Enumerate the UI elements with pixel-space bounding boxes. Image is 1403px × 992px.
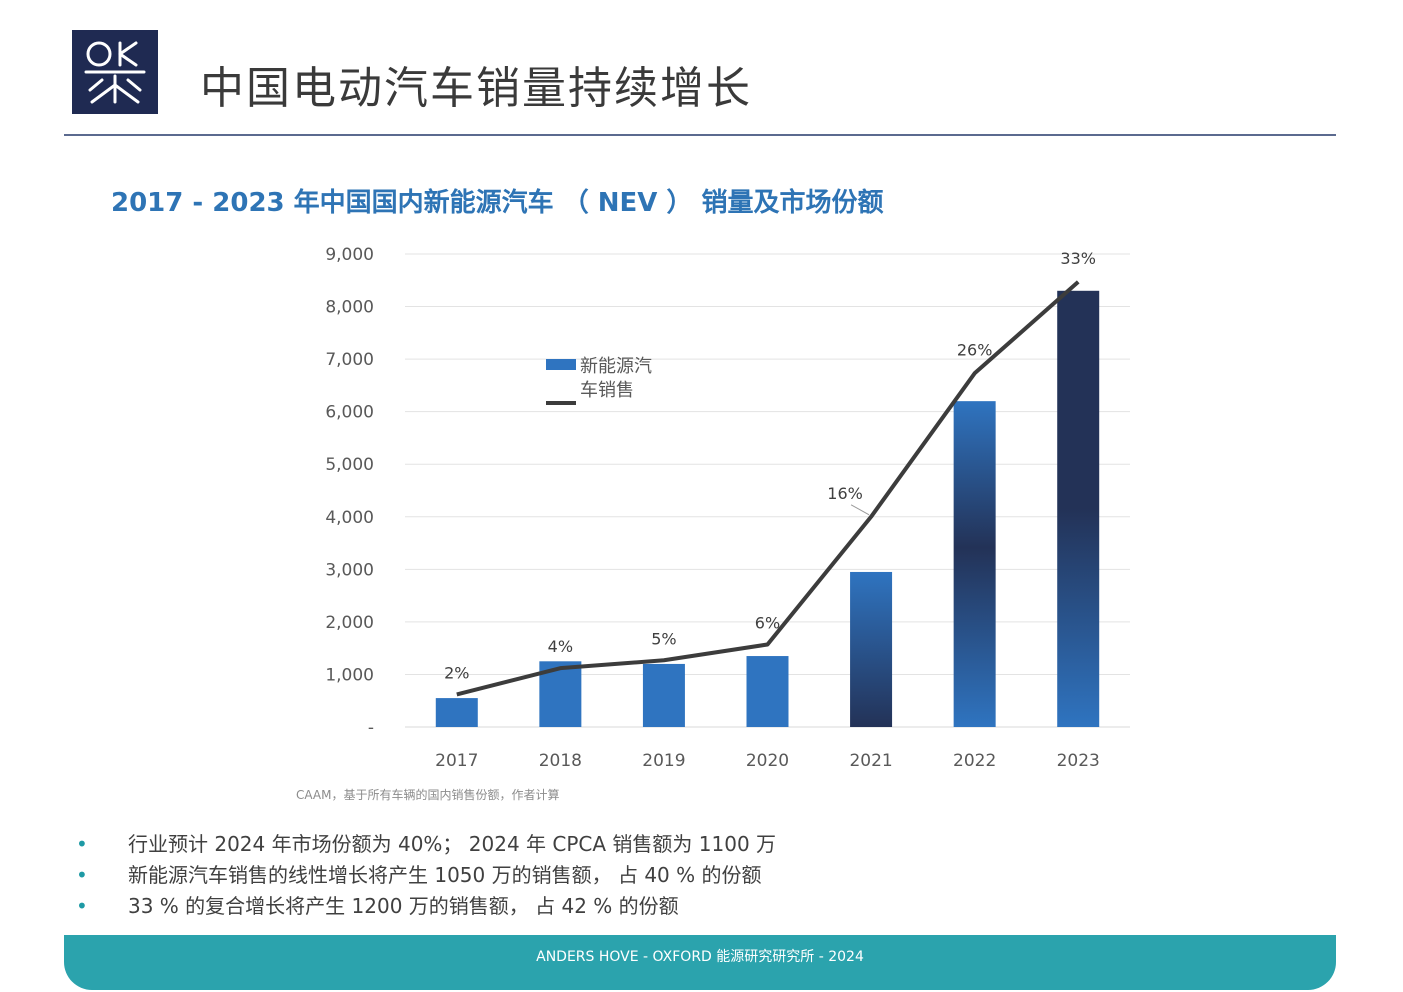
x-tick-label: 2017 bbox=[435, 751, 478, 771]
chart-title: 2017 - 2023 年中国国内新能源汽车 （ NEV ） 销量及市场份额 bbox=[111, 188, 884, 218]
bullet-dot-icon: • bbox=[76, 894, 88, 918]
y-tick-label: 4,000 bbox=[325, 508, 374, 528]
data-label: 16% bbox=[827, 484, 863, 503]
bullet-dot-icon: • bbox=[76, 832, 88, 856]
data-label: 33% bbox=[1060, 249, 1096, 268]
bullet-item: • 33 % 的复合增长将产生 1200 万的销售额， 占 42 % 的份额 bbox=[76, 890, 776, 921]
data-label: 5% bbox=[651, 629, 676, 648]
logo bbox=[72, 30, 158, 114]
y-tick-label: 8,000 bbox=[325, 298, 374, 318]
legend-bar-swatch bbox=[546, 359, 576, 370]
y-tick-label: 9,000 bbox=[325, 245, 374, 265]
bar-2023 bbox=[1057, 290, 1100, 727]
x-tick-label: 2018 bbox=[539, 751, 582, 771]
bullet-dot-icon: • bbox=[76, 863, 88, 887]
bar-2021 bbox=[850, 571, 893, 727]
y-tick-label: - bbox=[368, 718, 374, 738]
label-leader-line bbox=[850, 504, 870, 516]
data-label: 6% bbox=[755, 613, 780, 632]
bullet-item: • 新能源汽车销售的线性增长将产生 1050 万的销售额， 占 40 % 的份额 bbox=[76, 859, 776, 890]
market-share-line bbox=[456, 280, 1080, 697]
x-tick-label: 2023 bbox=[1057, 751, 1100, 771]
y-tick-label: 7,000 bbox=[325, 350, 374, 370]
page-title: 中国电动汽车销量持续增长 bbox=[200, 63, 752, 114]
bullet-text: 行业预计 2024 年市场份额为 40%； 2024 年 CPCA 销售额为 1… bbox=[128, 832, 777, 856]
y-tick-label: 6,000 bbox=[325, 403, 374, 423]
y-tick-label: 5,000 bbox=[325, 455, 374, 475]
bullet-text: 新能源汽车销售的线性增长将产生 1050 万的销售额， 占 40 % 的份额 bbox=[128, 863, 762, 887]
bar-2017 bbox=[435, 698, 478, 727]
data-label: 4% bbox=[548, 637, 573, 656]
title-divider bbox=[64, 134, 1336, 136]
x-tick-label: 2020 bbox=[746, 751, 789, 771]
logo-mark-icon bbox=[84, 41, 146, 104]
bullet-list: • 行业预计 2024 年市场份额为 40%； 2024 年 CPCA 销售额为 … bbox=[76, 828, 776, 921]
bar-2019 bbox=[642, 663, 685, 727]
footer-text: ANDERS HOVE - OXFORD 能源研究研究所 - 2024 bbox=[536, 949, 864, 965]
nev-sales-chart: - 1,000 2,000 3,000 4,000 5,000 6,000 7,000 8,00… bbox=[325, 245, 1130, 771]
footer-bar: ANDERS HOVE - OXFORD 能源研究研究所 - 2024 bbox=[64, 935, 1336, 990]
data-label: 2% bbox=[444, 663, 469, 682]
legend-label: 新能源汽 bbox=[580, 356, 652, 377]
x-tick-label: 2021 bbox=[849, 751, 892, 771]
y-tick-label: 2,000 bbox=[325, 613, 374, 633]
chart-source-note: CAAM，基于所有车辆的国内销售份额，作者计算 bbox=[296, 788, 560, 802]
data-label: 26% bbox=[957, 340, 993, 359]
x-tick-label: 2019 bbox=[642, 751, 685, 771]
bullet-item: • 行业预计 2024 年市场份额为 40%； 2024 年 CPCA 销售额为 … bbox=[76, 828, 776, 859]
x-tick-label: 2022 bbox=[953, 751, 996, 771]
bar-2022 bbox=[953, 401, 996, 727]
y-tick-label: 1,000 bbox=[325, 665, 374, 685]
bullet-text: 33 % 的复合增长将产生 1200 万的销售额， 占 42 % 的份额 bbox=[128, 894, 679, 918]
legend-label: 车销售 bbox=[580, 380, 634, 401]
y-tick-label: 3,000 bbox=[325, 560, 374, 580]
bar-2020 bbox=[746, 656, 789, 727]
